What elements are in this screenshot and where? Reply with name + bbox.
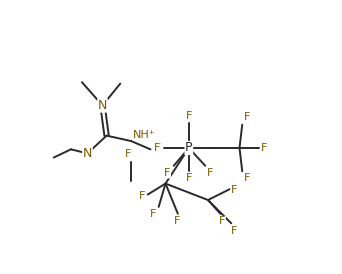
Text: NH⁺: NH⁺ <box>133 130 155 140</box>
Text: F: F <box>139 192 145 201</box>
Text: N: N <box>83 147 92 160</box>
Text: F: F <box>231 226 237 236</box>
Text: F: F <box>155 143 161 153</box>
Text: F: F <box>207 168 213 178</box>
Text: F: F <box>186 173 192 183</box>
Text: F: F <box>261 143 267 153</box>
Text: F: F <box>149 209 156 219</box>
Text: F: F <box>186 111 192 121</box>
Text: F: F <box>174 216 180 226</box>
Text: P: P <box>185 141 193 155</box>
Text: F: F <box>154 143 160 153</box>
Text: F: F <box>244 173 250 183</box>
Text: F: F <box>219 216 225 226</box>
Text: F: F <box>231 185 237 195</box>
Text: N: N <box>98 99 107 112</box>
Text: F: F <box>244 113 250 122</box>
Text: F: F <box>164 168 170 178</box>
Text: F: F <box>125 149 131 159</box>
